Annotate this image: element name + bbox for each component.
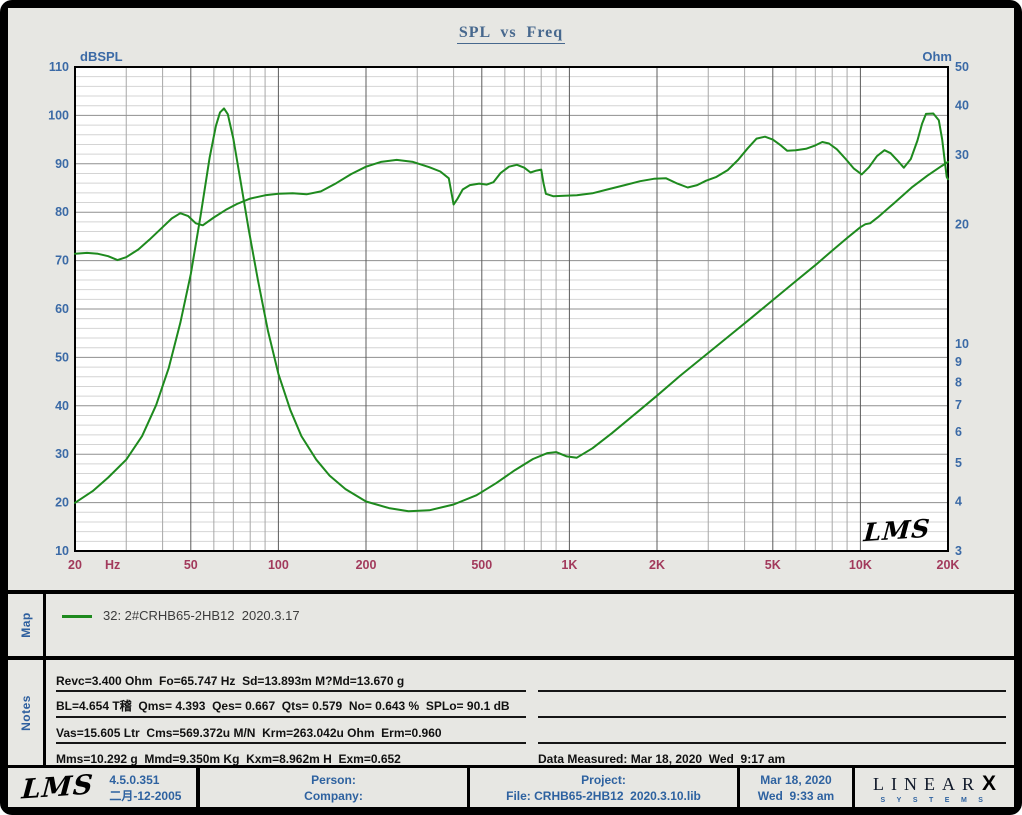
svg-text:10: 10 bbox=[955, 337, 969, 351]
svg-text:30: 30 bbox=[955, 148, 969, 162]
svg-text:3: 3 bbox=[955, 544, 962, 558]
linearx-brand-cell: LINEAR X SYSTEMS bbox=[855, 768, 1014, 807]
svg-text:110: 110 bbox=[49, 60, 69, 74]
spl-impedance-plot: 1101009080706050403020105040302010987654… bbox=[48, 60, 969, 572]
page-background: 110 100 90 80 70 60 50 40 30 20 10 50 40 30 20 10 9 8 7 6 5 4… bbox=[8, 8, 1014, 807]
data-measured-line: Data Measured: Mar 18, 2020 Wed 9:17 am bbox=[538, 752, 786, 766]
notes-row: Vas=15.605 Ltr Cms=569.372u M/N Krm=263.… bbox=[56, 718, 526, 744]
svg-text:1K: 1K bbox=[561, 558, 577, 572]
notes-panel: Notes Revc=3.400 Ohm Fo=65.747 Hz Sd=13.… bbox=[8, 660, 1014, 770]
svg-text:5: 5 bbox=[955, 456, 962, 470]
map-panel: Map 32: 2#CRHB65-2HB12 2020.3.17 bbox=[8, 594, 1014, 656]
panel-divider bbox=[8, 590, 1014, 594]
svg-text:50: 50 bbox=[955, 60, 969, 74]
chart-title: SPL vs Freq bbox=[8, 24, 1014, 44]
svg-text:20: 20 bbox=[68, 558, 82, 572]
project-label: Project: bbox=[581, 772, 626, 787]
svg-text:40: 40 bbox=[55, 399, 69, 413]
legend-line-sample bbox=[62, 615, 92, 618]
notes-row bbox=[538, 718, 1006, 744]
version-number: 4.5.0.351 bbox=[109, 772, 160, 787]
notes-tab-label: Notes bbox=[18, 694, 33, 731]
map-tab-label: Map bbox=[18, 612, 33, 638]
notes-tab-divider bbox=[43, 660, 46, 765]
panel-divider bbox=[8, 656, 1014, 660]
svg-text:200: 200 bbox=[356, 558, 377, 572]
ts-params-line-4: Mms=10.292 g Mmd=9.350m Kg Kxm=8.962m H … bbox=[56, 752, 401, 766]
person-label: Person: bbox=[311, 772, 356, 787]
svg-text:40: 40 bbox=[955, 98, 969, 112]
svg-text:100: 100 bbox=[268, 558, 289, 572]
left-axis-label: dBSPL bbox=[80, 49, 123, 64]
current-date: Mar 18, 2020 bbox=[760, 772, 832, 787]
svg-text:5K: 5K bbox=[765, 558, 781, 572]
svg-text:8: 8 bbox=[955, 375, 962, 389]
svg-text:20: 20 bbox=[955, 218, 969, 232]
linearx-logo-x: X bbox=[981, 771, 996, 795]
file-name: File: CRHB65-2HB12 2020.3.10.lib bbox=[506, 788, 701, 803]
linearx-systems-text: SYSTEMS bbox=[880, 796, 995, 804]
svg-text:60: 60 bbox=[55, 302, 69, 316]
project-file-cell: Project: File: CRHB65-2HB12 2020.3.10.li… bbox=[470, 768, 737, 807]
svg-text:4: 4 bbox=[955, 495, 962, 509]
status-bar: LMS 4.5.0.351 二月-12-2005 Person: Company… bbox=[8, 768, 1014, 807]
svg-text:2K: 2K bbox=[649, 558, 665, 572]
notes-tab-cell: Notes bbox=[8, 660, 43, 765]
ts-params-line-2: BL=4.654 T稽 Qms= 4.393 Qes= 0.667 Qts= 0… bbox=[56, 699, 510, 713]
svg-text:9: 9 bbox=[955, 355, 962, 369]
svg-text:Hz: Hz bbox=[105, 558, 120, 572]
svg-text:50: 50 bbox=[55, 350, 69, 364]
svg-text:70: 70 bbox=[55, 254, 69, 268]
map-tab-cell: Map bbox=[8, 594, 43, 656]
right-axis-label: Ohm bbox=[922, 49, 952, 64]
notes-right-column: Data Measured: Mar 18, 2020 Wed 9:17 am bbox=[538, 666, 1006, 770]
panel-divider bbox=[8, 765, 1014, 768]
svg-text:500: 500 bbox=[471, 558, 492, 572]
lms-plot-watermark-logo: LMS bbox=[862, 513, 932, 548]
svg-text:10: 10 bbox=[55, 544, 69, 558]
build-date: 二月-12-2005 bbox=[109, 788, 182, 803]
svg-text:50: 50 bbox=[184, 558, 198, 572]
svg-text:6: 6 bbox=[955, 425, 962, 439]
current-time: Wed 9:33 am bbox=[757, 788, 835, 803]
legend-row: 32: 2#CRHB65-2HB12 2020.3.17 bbox=[46, 594, 1014, 656]
ts-params-line-3: Vas=15.605 Ltr Cms=569.372u M/N Krm=263.… bbox=[56, 726, 442, 740]
company-label: Company: bbox=[304, 788, 363, 803]
bar-divider bbox=[196, 768, 200, 807]
svg-text:100: 100 bbox=[48, 108, 69, 122]
svg-text:7: 7 bbox=[955, 398, 962, 412]
bar-divider bbox=[467, 768, 470, 807]
svg-text:20K: 20K bbox=[937, 558, 960, 572]
notes-row bbox=[538, 666, 1006, 692]
person-company-cell: Person: Company: bbox=[200, 768, 467, 807]
notes-row: BL=4.654 T稽 Qms= 4.393 Qes= 0.667 Qts= 0… bbox=[56, 692, 526, 718]
notes-row: Revc=3.400 Ohm Fo=65.747 Hz Sd=13.893m M… bbox=[56, 666, 526, 692]
bar-divider bbox=[737, 768, 740, 807]
svg-text:20: 20 bbox=[55, 496, 69, 510]
legend-curve-label: 32: 2#CRHB65-2HB12 2020.3.17 bbox=[103, 608, 300, 623]
svg-text:80: 80 bbox=[55, 205, 69, 219]
notes-row bbox=[538, 692, 1006, 718]
svg-text:10K: 10K bbox=[849, 558, 872, 572]
app-version-cell: LMS 4.5.0.351 二月-12-2005 bbox=[8, 768, 196, 807]
lms-logo: LMS bbox=[20, 769, 95, 806]
bar-divider bbox=[852, 768, 855, 807]
linearx-logo: LINEAR X SYSTEMS bbox=[873, 772, 996, 804]
spl-vs-freq-chart-panel: 110 100 90 80 70 60 50 40 30 20 10 50 40 30 20 10 9 8 7 6 5 4… bbox=[8, 8, 1014, 590]
date-time-cell: Mar 18, 2020 Wed 9:33 am bbox=[740, 768, 852, 807]
svg-text:90: 90 bbox=[55, 157, 69, 171]
map-tab-divider bbox=[43, 594, 46, 656]
svg-text:30: 30 bbox=[55, 447, 69, 461]
linearx-logo-text: LINEAR bbox=[872, 773, 981, 794]
ts-params-line-1: Revc=3.400 Ohm Fo=65.747 Hz Sd=13.893m M… bbox=[56, 674, 405, 688]
notes-parameters-column: Revc=3.400 Ohm Fo=65.747 Hz Sd=13.893m M… bbox=[56, 666, 526, 770]
